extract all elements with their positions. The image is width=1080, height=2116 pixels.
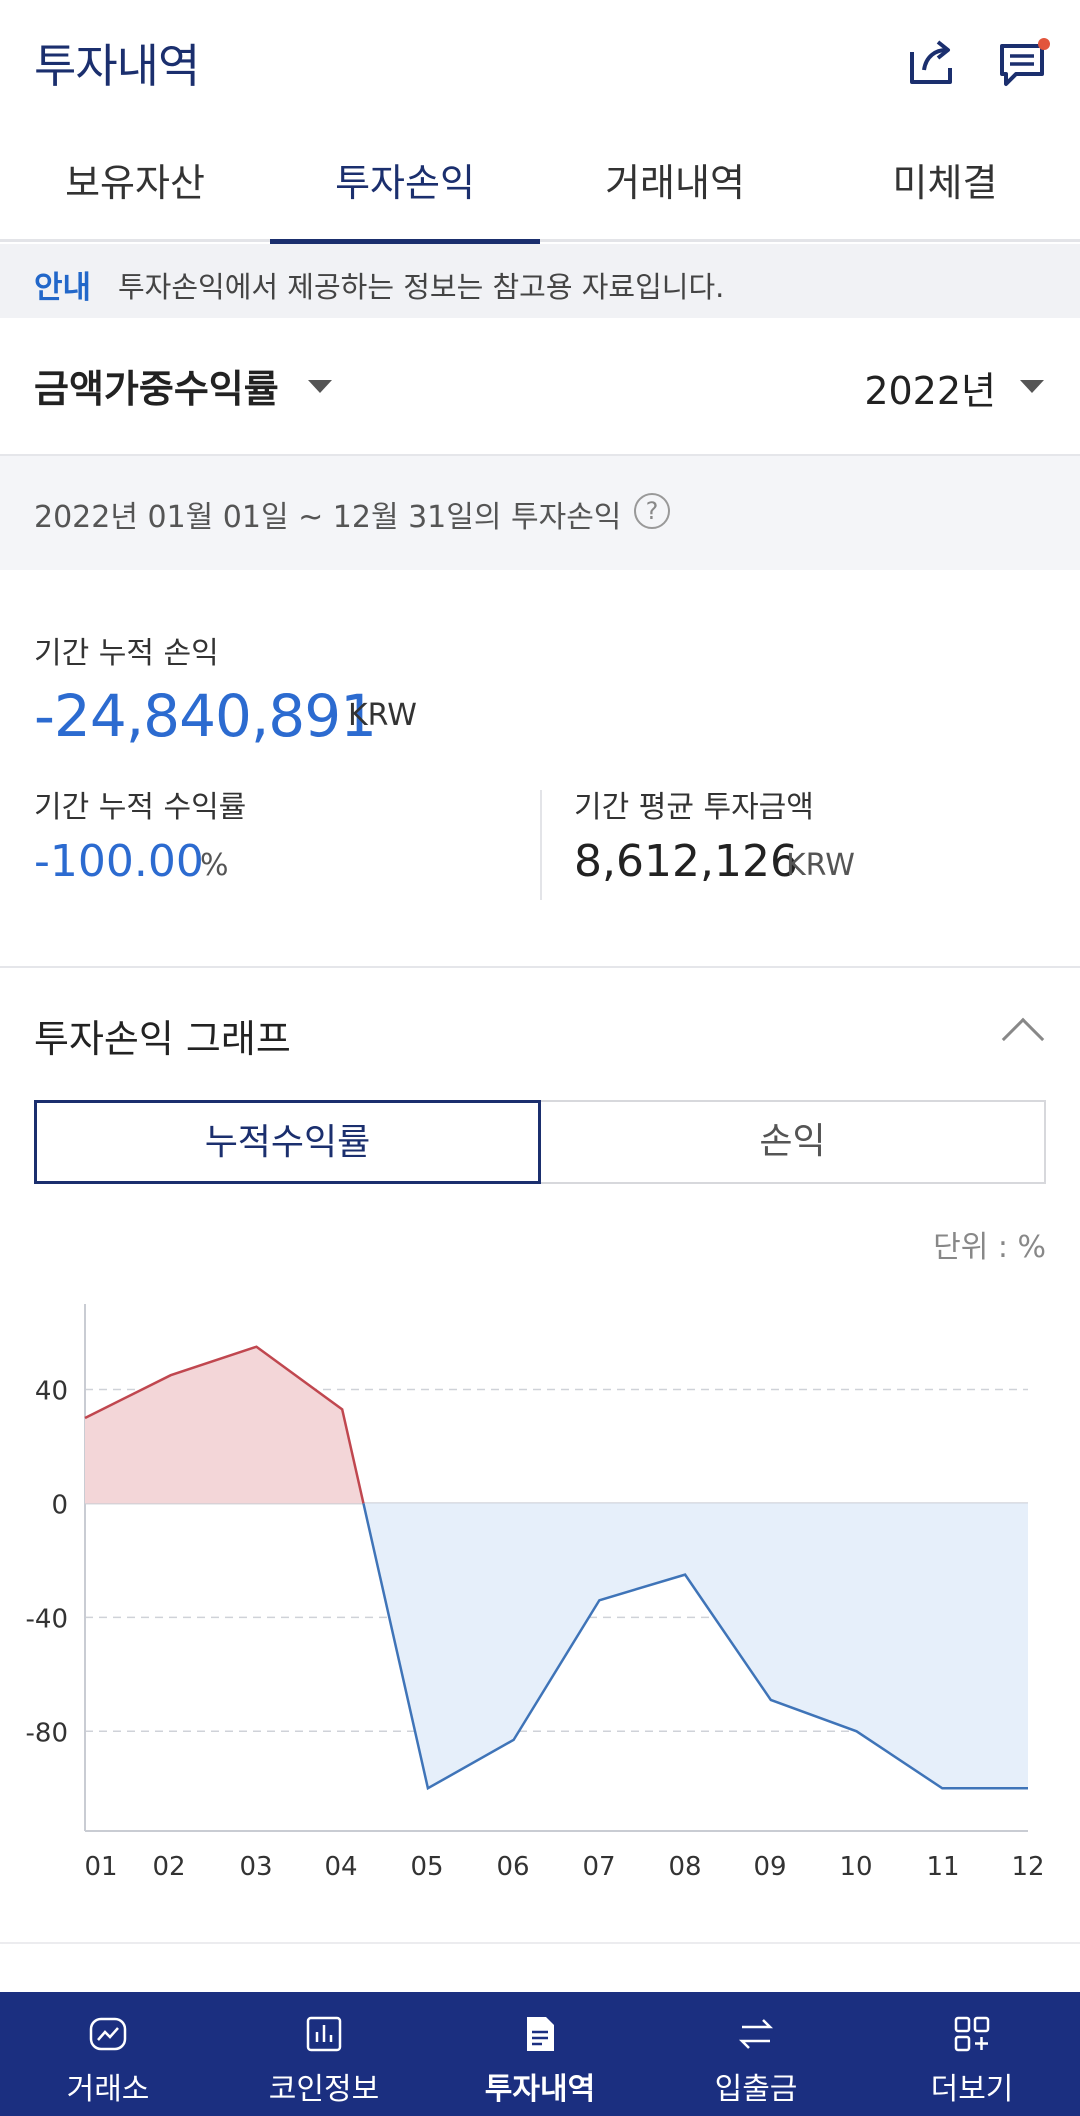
cumulative-pnl-value: -24,840,891 [34, 682, 377, 750]
transfer-icon [738, 2019, 774, 2049]
nav-item-exchange[interactable]: 거래소 [0, 1992, 216, 2116]
avg-investment-value: 8,612,126 [574, 836, 798, 887]
x-tick-label: 01 [84, 1852, 117, 1882]
cumulative-rate-label: 기간 누적 수익률 [34, 790, 247, 825]
tab-transactions[interactable]: 거래내역 [605, 161, 745, 205]
profit-chart: 40 0 -40 -80 01 02 03 04 05 06 07 08 09 10 11 12 [0, 1290, 1080, 1890]
y-tick-label: 0 [51, 1490, 68, 1520]
bottom-nav: 거래소 코인정보 투자내역 입출금 [0, 1992, 1080, 2116]
y-tick-label: -40 [26, 1604, 68, 1634]
grid-plus-icon [954, 2016, 990, 2052]
notice-icon[interactable] [996, 34, 1052, 90]
x-tick-label: 07 [582, 1852, 615, 1882]
x-tick-label: 10 [839, 1852, 872, 1882]
period-text: 2022년 01월 01일 ~ 12월 31일의 투자손익 [34, 500, 622, 535]
chevron-down-icon[interactable] [308, 380, 332, 393]
chart-unit-note: 단위 : % [933, 1230, 1046, 1265]
x-tick-label: 04 [324, 1852, 357, 1882]
tab-profit-loss[interactable]: 투자손익 [270, 130, 540, 244]
nav-label: 입출금 [714, 2072, 798, 2107]
x-tick-label: 05 [410, 1852, 443, 1882]
y-tick-label: 40 [35, 1376, 68, 1406]
negative-line [362, 1503, 1028, 1791]
chart-icon [89, 2017, 127, 2051]
chart-svg: 40 0 -40 -80 01 02 03 04 05 06 07 08 09 10 11 12 [26, 1304, 1045, 1882]
notice-message: 투자손익에서 제공하는 정보는 참고용 자료입니다. [118, 270, 725, 304]
toggle-cumulative-rate[interactable]: 누적수익률 [34, 1100, 541, 1184]
cumulative-pnl-label: 기간 누적 손익 [34, 636, 219, 671]
graph-header[interactable]: 투자손익 그래프 [0, 968, 1080, 1098]
nav-item-deposit-withdraw[interactable]: 입출금 [648, 1992, 864, 2116]
positive-line [84, 1345, 365, 1504]
return-method-dropdown[interactable]: 금액가중수익률 [34, 358, 279, 413]
y-tick-label: -80 [26, 1718, 68, 1748]
cumulative-rate-value: -100.00 [34, 836, 204, 887]
chevron-up-icon[interactable] [1001, 1017, 1045, 1061]
document-icon [527, 2017, 554, 2051]
negative-area [363, 1503, 1028, 1789]
app-header: 투자내역 [0, 0, 1080, 130]
nav-item-more[interactable]: 더보기 [864, 1992, 1080, 2116]
bar-chart-icon [306, 2016, 342, 2052]
tab-holdings[interactable]: 보유자산 [65, 161, 205, 205]
year-label: 2022년 [864, 369, 996, 413]
page-title: 투자내역 [34, 39, 200, 93]
graph-title: 투자손익 그래프 [34, 1017, 291, 1061]
tab-open-orders[interactable]: 미체결 [892, 161, 998, 205]
x-tick-label: 03 [239, 1852, 272, 1882]
nav-item-investments[interactable]: 투자내역 [432, 1992, 648, 2116]
positive-area [85, 1346, 364, 1504]
x-tick-label: 12 [1011, 1852, 1044, 1882]
notice-tag: 안내 [34, 270, 92, 306]
section-divider [0, 1942, 1080, 1944]
x-tick-label: 11 [926, 1852, 959, 1882]
share-icon[interactable] [904, 34, 960, 90]
nav-label: 거래소 [66, 2072, 150, 2107]
x-tick-label: 02 [152, 1852, 185, 1882]
summary-divider [540, 790, 542, 900]
x-tick-label: 08 [668, 1852, 701, 1882]
cumulative-pnl-unit: KRW [348, 698, 417, 733]
toggle-pnl[interactable]: 손익 [539, 1100, 1046, 1184]
cumulative-rate-unit: % [200, 848, 229, 883]
return-method-label: 금액가중수익률 [34, 367, 279, 411]
x-tick-label: 06 [496, 1852, 529, 1882]
info-notice-bar: 안내 투자손익에서 제공하는 정보는 참고용 자료입니다. [0, 244, 1080, 318]
avg-investment-label: 기간 평균 투자금액 [574, 790, 814, 825]
help-icon[interactable]: ? [634, 493, 670, 529]
x-tick-label: 09 [753, 1852, 786, 1882]
avg-investment-unit: KRW [786, 848, 855, 883]
pnl-summary: 기간 누적 손익 -24,840,891 KRW 기간 누적 수익률 -100.… [0, 570, 1080, 968]
tab-bar: 보유자산 투자손익 거래내역 미체결 [0, 130, 1080, 244]
year-dropdown[interactable]: 2022년 [864, 360, 996, 415]
nav-label: 투자내역 [484, 2072, 596, 2107]
chevron-down-icon[interactable] [1020, 380, 1044, 393]
nav-item-coin-info[interactable]: 코인정보 [216, 1992, 432, 2116]
nav-label: 더보기 [930, 2072, 1014, 2107]
selector-row: 금액가중수익률 2022년 [0, 318, 1080, 456]
period-row: 2022년 01월 01일 ~ 12월 31일의 투자손익 ? [0, 456, 1080, 570]
nav-label: 코인정보 [268, 2072, 380, 2107]
